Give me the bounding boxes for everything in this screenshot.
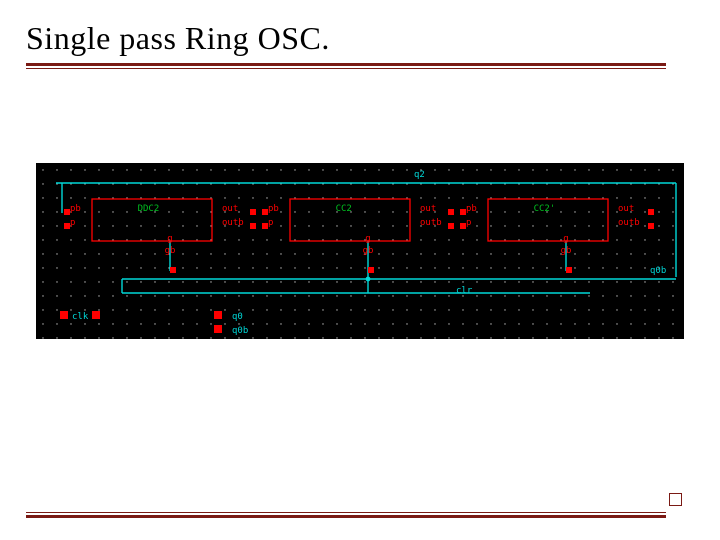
- svg-text:out: out: [420, 204, 436, 214]
- footer-rules: [26, 512, 666, 518]
- footer-rule-thin: [26, 512, 666, 513]
- svg-text:q0: q0: [232, 312, 243, 322]
- svg-text:outb: outb: [222, 218, 244, 228]
- svg-text:q0b: q0b: [232, 326, 248, 336]
- svg-text:out: out: [618, 204, 634, 214]
- svg-text:CC2: CC2: [336, 204, 352, 214]
- svg-text:q0b: q0b: [650, 266, 666, 276]
- svg-text:p: p: [70, 218, 75, 228]
- svg-text:out: out: [222, 204, 238, 214]
- title-rule-thin: [26, 68, 666, 69]
- svg-text:q2: q2: [414, 170, 425, 180]
- svg-text:DDC2: DDC2: [138, 204, 160, 214]
- svg-text:g: g: [365, 234, 370, 244]
- svg-text:gb: gb: [561, 246, 572, 256]
- svg-text:clr: clr: [456, 286, 473, 296]
- svg-text:pb: pb: [70, 204, 81, 214]
- footer-rule-thick: [26, 515, 666, 518]
- svg-text:gb: gb: [165, 246, 176, 256]
- svg-text:clk: clk: [72, 312, 89, 322]
- svg-text:pb: pb: [466, 204, 477, 214]
- svg-text:outb: outb: [618, 218, 640, 228]
- svg-text:p: p: [268, 218, 273, 228]
- slide-title: Single pass Ring OSC.: [26, 20, 694, 57]
- footer-square-icon: [669, 493, 682, 506]
- title-rule-thick: [26, 63, 666, 66]
- svg-text:pb: pb: [268, 204, 279, 214]
- svg-text:g: g: [167, 234, 172, 244]
- schematic-panel: q2 q0b DDC2 pb p out outb g gb CC2 pb p out outb g gb CC…: [36, 163, 720, 344]
- svg-text:p: p: [466, 218, 471, 228]
- svg-text:gb: gb: [363, 246, 374, 256]
- svg-text:CC2': CC2': [534, 204, 556, 214]
- svg-text:outb: outb: [420, 218, 442, 228]
- svg-text:g: g: [563, 234, 568, 244]
- schematic-svg: q2 q0b DDC2 pb p out outb g gb CC2 pb p out outb g gb CC…: [36, 163, 684, 339]
